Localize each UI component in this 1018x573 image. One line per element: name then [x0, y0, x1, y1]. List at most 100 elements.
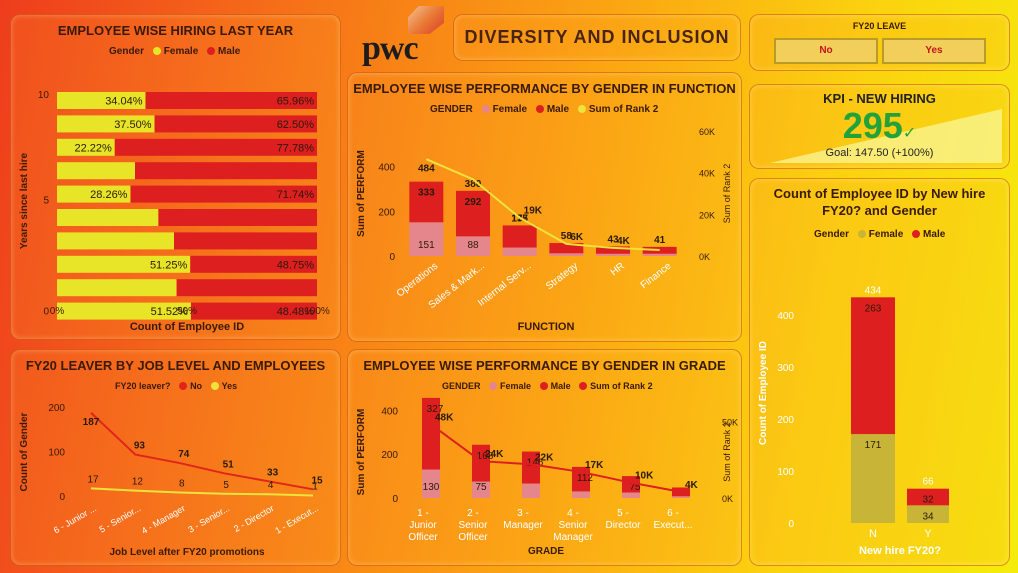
newhire-legend: Gender Female Male	[814, 229, 945, 240]
bar-male	[642, 246, 677, 254]
label-no: 187	[83, 417, 100, 428]
bar-male	[502, 225, 537, 248]
hiring-y-tick: 5	[43, 195, 49, 206]
label-yes: 12	[132, 477, 144, 488]
category-label: Strategy	[544, 261, 580, 293]
y2-axis-label: Sum of Rank 2	[722, 422, 732, 482]
perf-grade-legend: GENDER Female Male Sum of Rank 2	[442, 381, 653, 391]
y2-tick: 40K	[699, 169, 715, 179]
perf-grade-title: EMPLOYEE WISE PERFORMANCE BY GENDER IN G…	[363, 358, 726, 373]
perf-function-svg: 02004000K20K40K60KOperations151333484Sal…	[356, 127, 732, 333]
hiring-bar-female	[57, 279, 177, 297]
hiring-chart-title: EMPLOYEE WISE HIRING LAST YEAR	[57, 23, 294, 38]
hiring-label-male: 48.75%	[277, 259, 315, 271]
y2-axis-label: Sum of Rank 2	[722, 164, 732, 224]
hiring-label-male: 71.74%	[277, 189, 315, 201]
newhire-svg: 0 100 200 300 400 171 263 434 N 34 32 66 Y Count of E…	[758, 285, 949, 557]
legend-no-dot	[179, 382, 188, 390]
y2-tick: 0K	[699, 252, 710, 262]
y-tick: 200	[378, 207, 395, 218]
bar-male	[456, 190, 490, 237]
male-label: 75	[629, 482, 641, 493]
rank-label: 4K	[685, 480, 699, 491]
legend-yes-dot	[210, 382, 219, 390]
male-label: 333	[418, 188, 435, 199]
fy20-leave-slicer: FY20 LEAVE No Yes	[749, 14, 1010, 71]
category-label: 3 - Senior...	[186, 503, 231, 535]
bar-male	[522, 451, 540, 484]
slicer-yes-button[interactable]: Yes	[882, 38, 986, 64]
category-label: 2 -	[467, 508, 479, 519]
y-tick: 0	[389, 252, 395, 263]
hiring-bar-female	[57, 115, 155, 133]
hiring-x-tick: 50%	[177, 306, 197, 317]
hiring-bar-male	[174, 232, 317, 250]
kpi-value: 295✓	[750, 105, 1009, 147]
hiring-label-female: 34.04%	[105, 96, 143, 108]
category-label: Y	[924, 528, 932, 540]
total-label: 484	[418, 164, 435, 175]
hiring-x-tick: 100%	[304, 306, 330, 317]
bar-male	[409, 181, 444, 223]
y-tick: 0	[788, 519, 794, 530]
y-tick: 400	[381, 406, 398, 417]
category-label: Officer	[408, 532, 438, 543]
y-axis-label: Sum of PERFORM	[356, 150, 367, 237]
hiring-x-axis-label: Count of Employee ID	[130, 321, 244, 333]
category-label: Manager	[503, 520, 543, 531]
hiring-label-male: 77.78%	[277, 142, 315, 154]
x-axis-label: FUNCTION	[518, 321, 575, 333]
bar-male	[422, 397, 440, 470]
male-label: 58	[561, 231, 573, 242]
bar-female	[409, 222, 444, 256]
y2-tick: 0K	[722, 494, 733, 504]
female-label: 171	[865, 440, 882, 451]
legend-no: No	[190, 381, 203, 391]
legend-male-dot	[912, 230, 921, 238]
category-label: 4 - Manager	[140, 503, 187, 536]
bar-female	[549, 253, 584, 256]
hiring-bar-male	[176, 279, 317, 297]
category-label: Senior	[559, 520, 589, 531]
perf-function-legend: GENDER Female Male Sum of Rank 2	[430, 104, 658, 115]
male-label: 43	[607, 234, 619, 245]
slicer-no-button[interactable]: No	[774, 38, 878, 64]
bar-female	[456, 236, 490, 256]
hiring-label-male: 62.50%	[277, 119, 315, 131]
total-label: 380	[465, 179, 482, 190]
y-tick: 400	[777, 311, 794, 322]
label-yes: 1	[312, 482, 318, 493]
legend-female: Female	[163, 46, 199, 57]
male-label: 263	[865, 303, 882, 314]
category-label: 5 -	[617, 508, 629, 519]
line-yes	[90, 487, 314, 497]
legend-title: Gender	[109, 46, 145, 57]
total-label: 434	[865, 285, 882, 296]
male-label: 41	[654, 235, 666, 246]
rank-label: 17K	[585, 460, 604, 471]
bar-female	[572, 491, 590, 498]
x-axis-label: Job Level after FY20 promotions	[109, 547, 264, 558]
hiring-chart-panel: EMPLOYEE WISE HIRING LAST YEAR Gender Fe…	[10, 14, 341, 340]
legend-rank-dot	[577, 105, 586, 113]
hiring-bar-female	[57, 232, 174, 250]
hiring-label-female: 22.22%	[74, 142, 112, 154]
hiring-bar-female	[57, 302, 191, 320]
label-yes: 17	[87, 474, 99, 485]
male-label: 168	[477, 451, 494, 462]
bar-female	[502, 247, 537, 256]
legend-title: Gender	[814, 229, 850, 240]
category-label: 6 -	[667, 508, 679, 519]
bar-female	[622, 492, 640, 498]
y-tick: 0	[392, 494, 398, 505]
hiring-bar-female	[57, 138, 115, 156]
label-yes: 4	[268, 480, 274, 491]
category-label: Officer	[458, 532, 488, 543]
leaver-svg: 0 100 200 187 17 6 - Junior ... 93 12 5 - Senior…	[19, 403, 323, 558]
category-label: 1 -	[417, 508, 429, 519]
bar-female	[522, 483, 540, 498]
legend-male: Male	[218, 46, 241, 57]
legend-female: Female	[868, 229, 904, 240]
y-tick: 400	[378, 163, 395, 174]
category-label: 6 - Junior ...	[52, 503, 98, 535]
